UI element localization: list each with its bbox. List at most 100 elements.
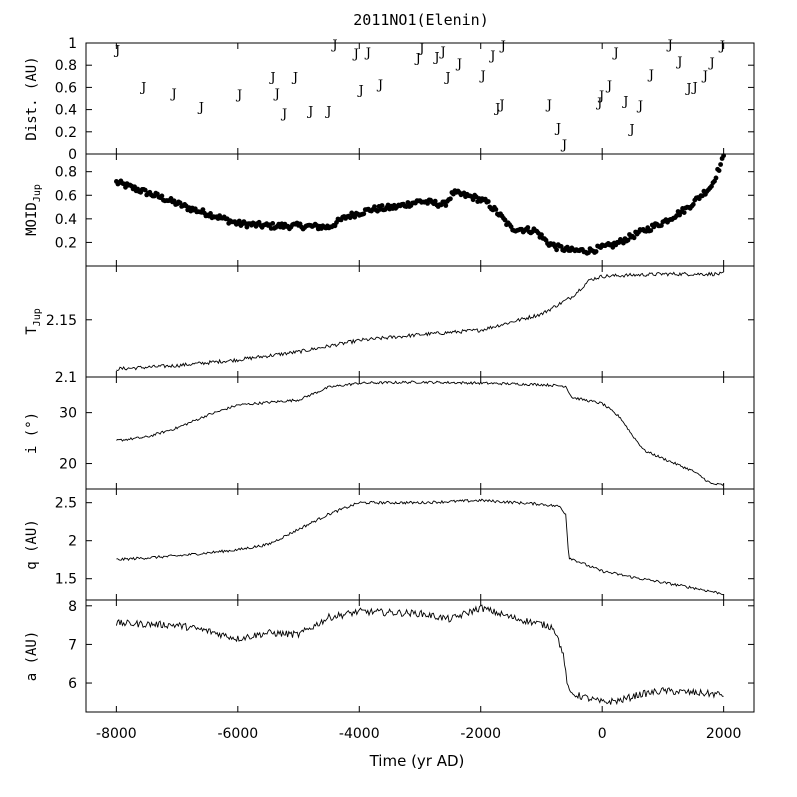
panel-frame — [85, 376, 755, 490]
data-point-j: J — [497, 98, 504, 113]
data-point-j: J — [627, 122, 634, 137]
data-point — [171, 198, 177, 204]
data-point-j: J — [597, 89, 604, 104]
x-tick-label: 2000 — [706, 726, 742, 742]
data-point — [142, 187, 148, 193]
x-tick-label: -4000 — [339, 726, 380, 742]
data-point-j: J — [443, 70, 450, 85]
data-point — [379, 203, 385, 208]
data-point — [631, 235, 637, 241]
data-point — [443, 203, 449, 208]
data-point-j: J — [280, 107, 287, 122]
data-point-j: J — [707, 56, 714, 71]
y-tick-label: 1.5 — [55, 572, 77, 588]
series-line — [116, 498, 724, 596]
y-tick-label: 0.8 — [55, 165, 77, 181]
data-point — [625, 237, 631, 243]
data-point-j: J — [330, 38, 337, 53]
data-point — [593, 249, 599, 254]
y-tick-label: 0.6 — [55, 80, 77, 96]
y-tick-label: 0.8 — [55, 58, 77, 74]
data-point — [236, 218, 242, 224]
data-point-j: J — [352, 47, 359, 62]
data-point — [681, 210, 687, 216]
panel-incl: 20 30 i (°) — [24, 376, 755, 490]
x-tick-label: -8000 — [96, 726, 137, 742]
y-tick-label: 0.6 — [55, 188, 77, 204]
y-tick-label: 0 — [68, 147, 77, 163]
data-point-j: J — [432, 50, 439, 65]
y-axis-label: MOIDJup — [24, 184, 43, 236]
y-tick-label: 7 — [68, 637, 77, 653]
data-point-j: J — [291, 70, 298, 85]
data-point — [493, 207, 499, 212]
data-point-j: J — [417, 41, 424, 56]
data-point-j: J — [376, 78, 383, 93]
y-tick-label: 0.4 — [55, 103, 77, 119]
series-line — [116, 271, 724, 371]
chart-title: 2011NO1(Elenin) — [353, 11, 488, 29]
data-point-j: J — [438, 45, 445, 60]
data-point — [502, 217, 508, 223]
panel-a: -8000 -6000 -4000 -2000 0 2000 6 7 8 a (AU) — [24, 599, 755, 742]
data-point — [709, 183, 714, 189]
x-tick-label: -2000 — [460, 726, 501, 742]
series-line — [116, 380, 724, 486]
data-point-j: J — [235, 88, 242, 103]
y-tick-label: 0.4 — [55, 212, 77, 228]
data-point-j: J — [493, 101, 500, 116]
data-point — [405, 200, 411, 205]
data-point-j: J — [113, 44, 120, 59]
y-axis-label: Dist. (AU) — [24, 56, 40, 140]
data-point-j: J — [455, 57, 462, 72]
data-point — [361, 211, 367, 217]
y-tick-label: 2.5 — [55, 496, 77, 512]
y-tick-label: 0.2 — [55, 125, 77, 141]
data-point-j: J — [364, 46, 371, 61]
data-point — [470, 197, 476, 203]
y-tick-label: 2.15 — [46, 313, 77, 329]
data-point-j: J — [545, 98, 552, 113]
data-point — [648, 228, 654, 233]
data-point-j: J — [499, 39, 506, 54]
data-point-j: J — [560, 138, 567, 153]
data-point-j: J — [356, 84, 363, 99]
data-point — [448, 196, 453, 202]
data-point — [713, 175, 719, 181]
data-point-j: J — [690, 80, 697, 95]
y-axis-label: a (AU) — [24, 631, 40, 682]
data-point — [177, 200, 183, 206]
data-point-j: J — [647, 68, 654, 83]
y-tick-label: 30 — [59, 406, 77, 422]
y-tick-label: 2.1 — [55, 370, 77, 386]
y-tick-label: 8 — [68, 599, 77, 615]
data-point — [690, 202, 696, 207]
panel-frame — [85, 599, 755, 713]
data-point — [159, 193, 165, 199]
y-tick-label: 6 — [68, 676, 77, 692]
data-point-j: J — [479, 69, 486, 84]
data-point-j: J — [324, 105, 331, 120]
data-point — [352, 214, 358, 220]
data-point — [208, 211, 213, 216]
data-point — [554, 247, 559, 253]
series-line — [115, 604, 724, 706]
data-point — [539, 232, 544, 238]
data-point-j: J — [488, 49, 495, 64]
panel-q: 1.5 2 2.5 q (AU) — [24, 488, 755, 601]
data-point-j: J — [554, 121, 561, 136]
y-tick-label: 1 — [68, 36, 77, 52]
y-axis-label: q (AU) — [24, 519, 40, 570]
data-point — [558, 244, 564, 249]
data-point-j: J — [139, 80, 146, 95]
data-point-j: J — [612, 46, 619, 61]
data-point-j: J — [197, 100, 204, 115]
x-axis-label: Time (yr AD) — [369, 752, 465, 770]
data-point-j: J — [675, 55, 682, 70]
data-point — [485, 199, 491, 204]
y-tick-label: 20 — [59, 457, 77, 473]
